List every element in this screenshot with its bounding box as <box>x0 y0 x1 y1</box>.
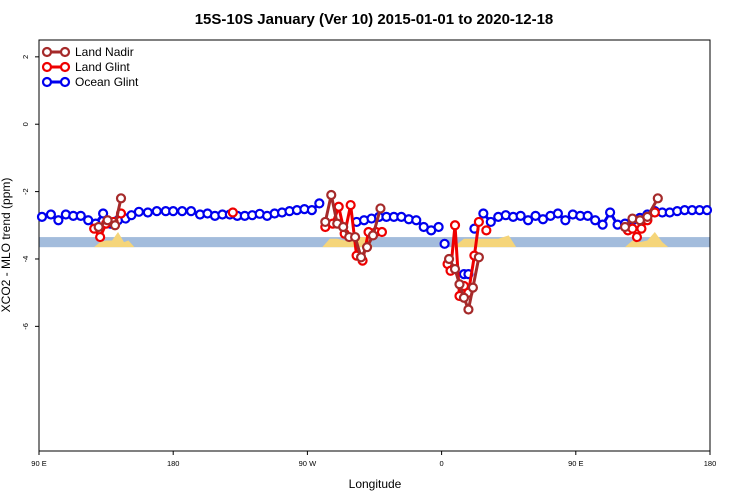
ocean-glint-point <box>701 205 713 216</box>
land-nadir-point <box>326 189 337 201</box>
land-nadir-point <box>619 221 631 233</box>
land-glint-point <box>345 199 356 211</box>
land-nadir-point <box>375 203 386 214</box>
axes-layer: 90 E 180 90 W 0 90 E 180 2 0 -2 -4 -6 <box>21 55 716 468</box>
ocean-glint-point <box>185 206 197 217</box>
legend-label-land-glint: Land Glint <box>75 60 130 74</box>
land-nadir-point <box>642 211 653 222</box>
land-glint-point <box>449 220 461 231</box>
ocean-glint-point <box>597 219 608 230</box>
land-glint-point <box>95 231 106 243</box>
land-glint-point <box>227 207 238 218</box>
land-nadir-point <box>355 252 367 263</box>
x-tick-label-5: 90 E <box>568 459 583 468</box>
legend-marker-land-nadir <box>41 46 53 58</box>
ocean-glint-point <box>433 221 444 233</box>
y-tick-label-2: 0 <box>21 122 30 126</box>
land-nadir-point <box>338 221 349 233</box>
ocean-glint-point <box>515 210 526 221</box>
land-glint-point <box>636 223 647 234</box>
land-nadir-point <box>102 215 113 226</box>
ocean-glint-point <box>560 215 571 226</box>
ocean-glint-point <box>168 206 179 217</box>
land-nadir-point <box>109 220 121 231</box>
land-nadir-point <box>449 263 461 275</box>
land-fill-1 <box>94 232 135 248</box>
x-tick-label-2: 180 <box>167 459 180 468</box>
land-nadir-point <box>458 292 470 303</box>
land-glint-point <box>333 201 344 212</box>
land-nadir-point <box>350 231 361 243</box>
ocean-glint-point <box>53 215 64 226</box>
reference-band-layer <box>39 237 710 248</box>
x-axis-label: Longitude <box>349 477 402 491</box>
series-layer <box>36 189 713 315</box>
legend-marker-land-glint <box>59 61 71 73</box>
land-nadir-point <box>361 242 373 253</box>
x-tick-label-3: 90 W <box>299 459 317 468</box>
land-glint-point <box>376 226 388 238</box>
land-glint-point <box>473 216 484 228</box>
legend-label-land-nadir: Land Nadir <box>75 45 134 59</box>
ocean-glint-point <box>306 205 317 216</box>
y-axis-label: XCO2 - MLO trend (ppm) <box>0 178 13 313</box>
land-nadir-point <box>454 279 465 290</box>
y-tick-label-3: -2 <box>21 188 30 195</box>
ocean-glint-point <box>478 208 489 219</box>
land-nadir-point <box>473 252 484 263</box>
land-nadir-series <box>93 189 663 315</box>
x-tick-label-4: 0 <box>440 459 444 468</box>
y-tick-label-1: 2 <box>21 55 30 59</box>
ocean-glint-point <box>177 206 188 217</box>
ocean-glint-point <box>604 207 616 218</box>
legend-marker-land-glint <box>41 61 53 73</box>
legend-marker-ocean-glint <box>41 76 53 88</box>
land-fill-3 <box>453 235 517 248</box>
x-tick-label-1: 90 E <box>31 459 46 468</box>
land-nadir-point <box>367 230 379 241</box>
ocean-glint-point <box>439 238 450 249</box>
land-nadir-point <box>463 304 474 315</box>
legend-marker-land-nadir <box>59 46 71 58</box>
y-tick-label-4: -4 <box>21 256 30 263</box>
land-nadir-point <box>443 253 455 265</box>
chart-title: 15S-10S January (Ver 10) 2015-01-01 to 2… <box>195 11 554 28</box>
land-glint-point <box>631 231 643 243</box>
ocean-glint-point <box>151 206 162 217</box>
legend-label-ocean-glint: Ocean Glint <box>75 75 139 89</box>
ocean-glint-series <box>36 198 713 280</box>
land-nadir-point <box>467 282 479 293</box>
reference-band <box>39 237 710 248</box>
ocean-glint-point <box>75 210 86 221</box>
land-nadir-point <box>115 193 127 204</box>
y-tick-label-5: -6 <box>21 323 30 330</box>
ocean-glint-point <box>552 208 564 219</box>
land-nadir-point <box>93 221 104 233</box>
land-fill-4 <box>625 232 669 248</box>
ocean-glint-point <box>98 208 109 219</box>
ocean-glint-point <box>36 211 48 222</box>
plot-frame <box>38 39 711 452</box>
ocean-glint-point <box>314 198 325 209</box>
land-fill-layer <box>94 232 669 248</box>
x-tick-label-6: 180 <box>704 459 717 468</box>
ocean-glint-point <box>522 215 534 226</box>
legend-marker-ocean-glint <box>59 76 71 88</box>
ocean-glint-point <box>411 215 422 226</box>
ocean-glint-point <box>582 210 593 221</box>
ocean-glint-point <box>45 209 57 220</box>
land-nadir-point <box>652 193 663 204</box>
ocean-glint-point <box>485 216 496 228</box>
ocean-glint-point <box>133 206 145 217</box>
ocean-glint-point <box>142 207 153 218</box>
land-fill-2 <box>322 237 374 248</box>
land-nadir-point <box>320 216 331 228</box>
land-glint-point <box>481 225 492 236</box>
ocean-glint-point <box>590 215 601 226</box>
